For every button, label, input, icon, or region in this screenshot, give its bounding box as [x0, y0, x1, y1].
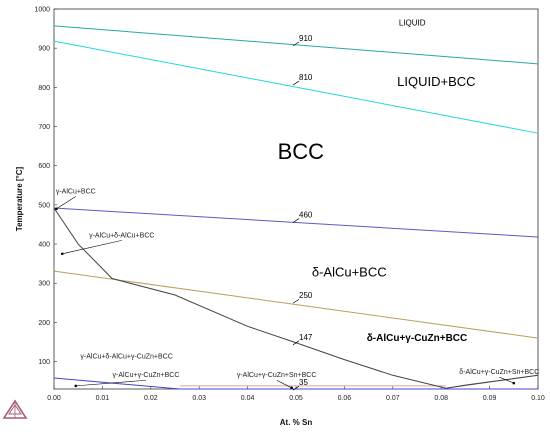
region-label-2: BCC: [278, 139, 325, 164]
line-250: [53, 270, 539, 339]
line-label-810: 810: [299, 73, 313, 82]
line-910: [53, 25, 539, 65]
line-label-250: 250: [299, 291, 313, 300]
annotation-leader-5: [499, 376, 514, 384]
annotation-label-1: γ-AlCu+δ-AlCu+BCC: [89, 232, 154, 239]
y-tick-label-3: 400: [38, 242, 50, 249]
annotation-point-4: [290, 386, 293, 390]
line-460: [53, 207, 539, 238]
labels: 910 810 460 250 147 35 LIQUID LIQUID+BCC BCC δ-Al…: [55, 18, 539, 391]
annotation-label-5: δ-AlCu+γ-CuZn+Sn+BCC: [459, 369, 539, 376]
y-tick-label-6: 700: [38, 124, 50, 131]
line-label-460: 460: [299, 211, 313, 220]
x-tick-label-1: 0.01: [96, 395, 110, 402]
line-marker-810: [292, 80, 300, 86]
annotation-leader-0: [56, 196, 76, 210]
region-label-0: LIQUID: [399, 18, 426, 27]
annotation-leader-1: [62, 240, 122, 255]
y-tick-label-0: 100: [38, 359, 50, 366]
line-label-147: 147: [299, 333, 313, 342]
annotation-label-3: γ-AlCu+γ-CuZn+BCC: [112, 372, 179, 379]
plot-frame: [53, 8, 539, 390]
region-label-3: δ-AlCu+BCC: [312, 265, 387, 280]
line-label-910: 910: [299, 34, 313, 43]
x-tick-label-0: 0.00: [47, 395, 61, 402]
line-35: [53, 377, 538, 390]
annotation-point-1: [60, 252, 64, 256]
x-tick-label-3: 0.03: [192, 395, 206, 402]
x-tick-label-4: 0.04: [241, 395, 255, 402]
y-tick-label-8: 900: [38, 46, 50, 53]
thermo-calc-logo: [2, 399, 28, 419]
x-tick-label-2: 0.02: [144, 395, 158, 402]
axes: 100 200 300 400 500 600 700 800 900 1000 0.00 0.01 0…: [15, 7, 545, 428]
x-tick-label-8: 0.08: [434, 395, 448, 402]
line-marker-35: [292, 385, 300, 391]
region-label-4: δ-AlCu+γ-CuZn+BCC: [367, 333, 468, 344]
annotation-leader-3: [75, 379, 146, 387]
line-810: [53, 40, 539, 134]
annotation-label-4: γ-AlCu+γ-CuZn+Sn+BCC: [237, 372, 317, 379]
region-label-1: LIQUID+BCC: [397, 74, 475, 89]
annotation-label-0: γ-AlCu+BCC: [56, 189, 96, 196]
annotation-label-2: γ-AlCu+δ-AlCu+γ-CuZn+BCC: [80, 353, 172, 360]
line-marker-147: [292, 340, 300, 346]
annotation-leader-4: [276, 379, 292, 389]
line-marker-460: [292, 218, 300, 223]
x-axis-label: At. % Sn: [280, 418, 313, 427]
x-tick-label-5: 0.05: [289, 395, 303, 402]
curves: [53, 25, 539, 390]
x-tick-label-7: 0.07: [386, 395, 400, 402]
annotation-point-5: [512, 381, 516, 385]
line-label-35: 35: [299, 378, 308, 387]
y-tick-label-5: 600: [38, 163, 50, 170]
y-tick-label-7: 800: [38, 85, 50, 92]
y-tick-label-1: 200: [38, 320, 50, 327]
y-tick-label-9: 1000: [34, 7, 50, 14]
annotation-point-3: [74, 384, 78, 388]
line-marker-250: [292, 298, 300, 304]
y-axis-label: Temperature [°C]: [15, 166, 24, 231]
x-tick-label-6: 0.06: [338, 395, 352, 402]
x-tick-label-10: 0.10: [531, 395, 545, 402]
line-marker-910: [292, 41, 300, 47]
annotation-point-0: [55, 207, 58, 211]
x-tick-label-9: 0.09: [483, 395, 497, 402]
y-tick-label-2: 300: [38, 281, 50, 288]
y-tick-label-4: 500: [38, 202, 50, 209]
